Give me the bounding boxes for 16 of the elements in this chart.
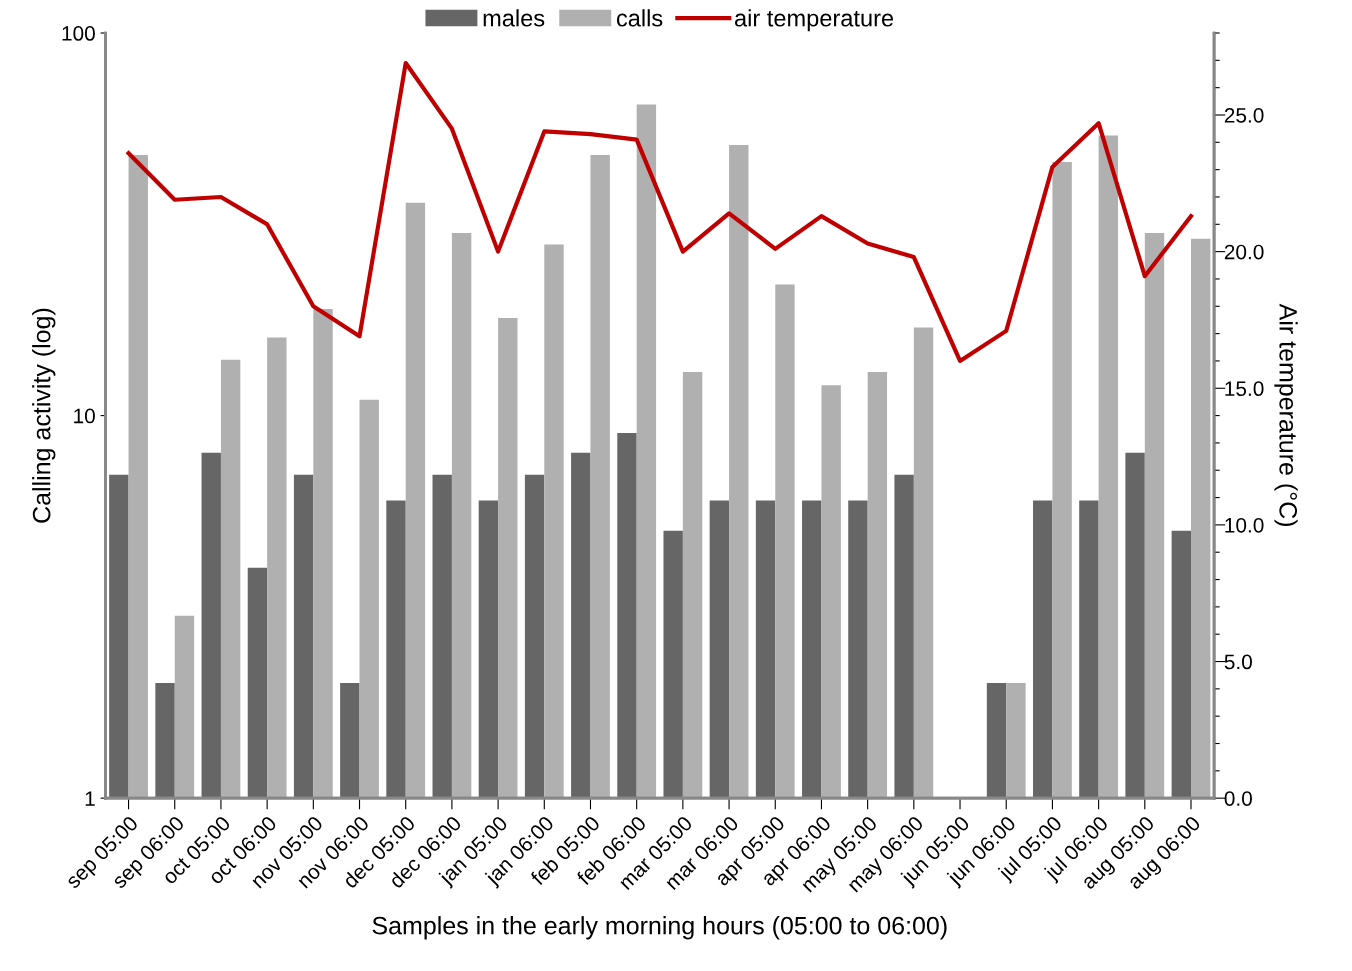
x-axis-title: Samples in the early morning hours (05:00 to 06:00) [372, 916, 947, 940]
y-tick-label: 10 [74, 408, 95, 424]
y-axis-title: Calling activity (log) [32, 308, 56, 523]
legend-label: calls [616, 9, 663, 27]
y-tick-label: 100 [62, 26, 95, 41]
y2-tick-label: 5.0 [1224, 654, 1252, 670]
y2-tick-label: 10.0 [1225, 517, 1264, 533]
legend-label: males [483, 9, 545, 27]
line-series [126, 60, 1194, 364]
y2-axis-title: Air temperature (°C) [1274, 303, 1298, 527]
y2-tick-label: 25.0 [1224, 108, 1264, 123]
y2-tick-label: 15.0 [1225, 381, 1264, 397]
y2-tick-label: 20.0 [1224, 244, 1264, 260]
y-tick-label: 1 [85, 791, 95, 806]
y2-tick-label: 0.0 [1224, 791, 1252, 806]
legend-label: air temperature [735, 9, 894, 32]
